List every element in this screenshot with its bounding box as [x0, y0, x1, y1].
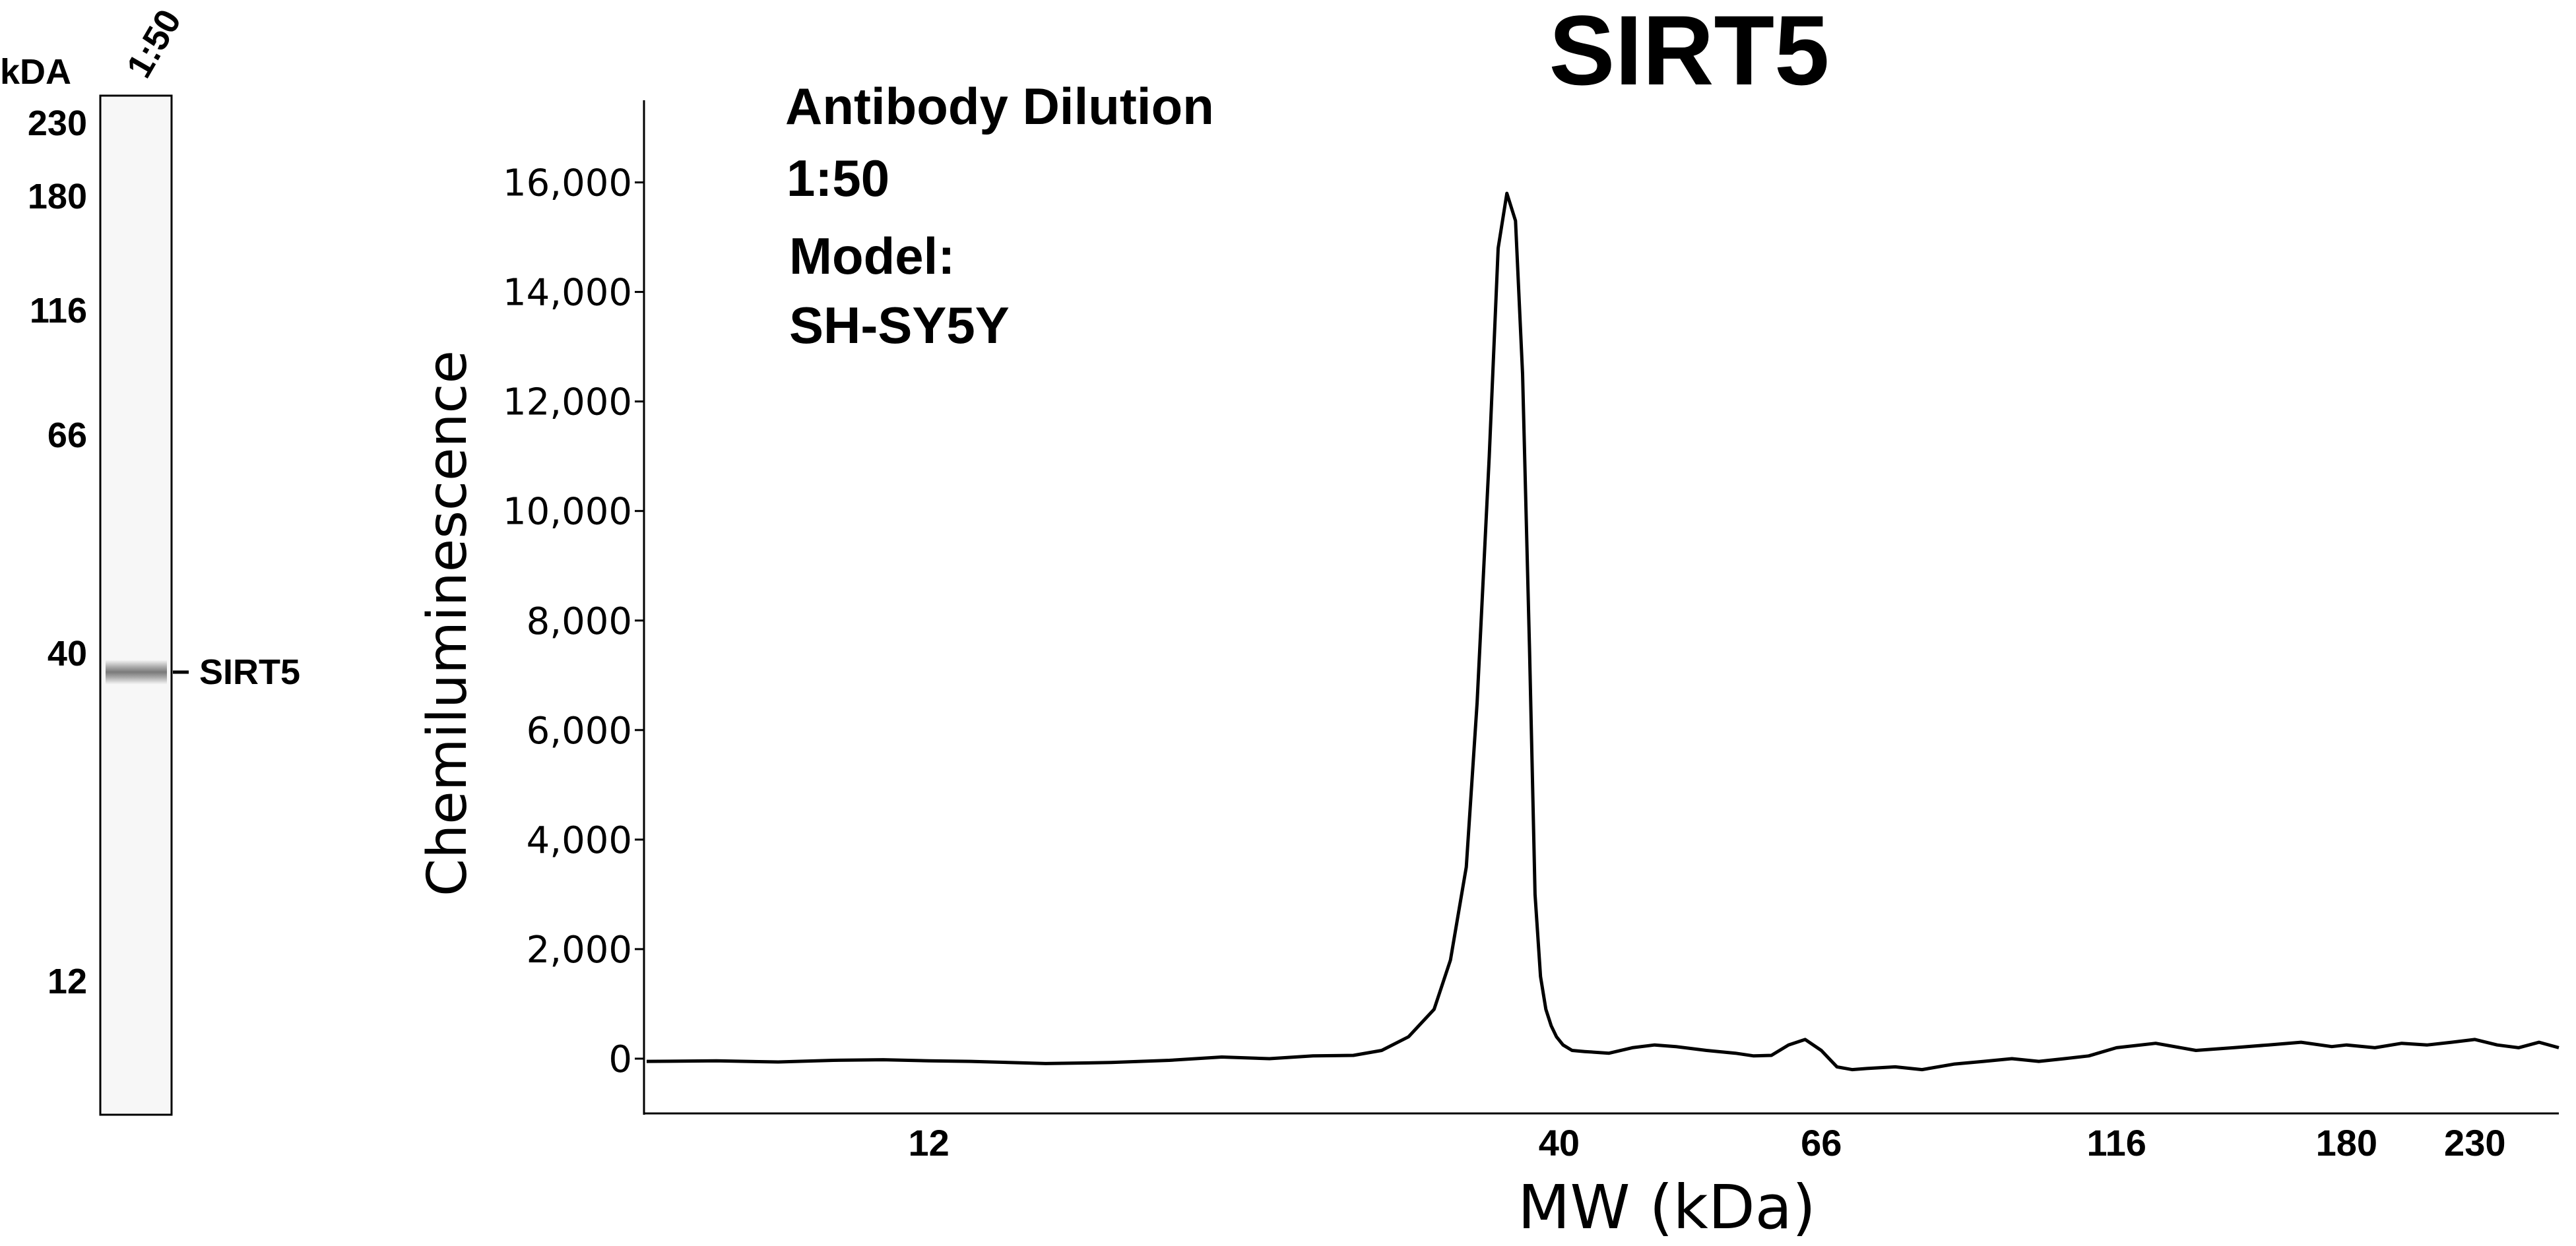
- x-tick-label: 66: [1801, 1122, 1842, 1164]
- y-tick-label: 6,000: [527, 710, 632, 753]
- x-tick-label: 230: [2444, 1122, 2505, 1164]
- series-trace: [646, 191, 2560, 1072]
- annotation-line4: SH-SY5Y: [789, 296, 1010, 354]
- y-tick-label: 4,000: [527, 819, 632, 862]
- mw-marker-label: 180: [28, 177, 87, 216]
- y-tick-label: 10,000: [503, 491, 632, 534]
- mw-marker-label: 230: [28, 104, 87, 143]
- gel-lane-label: 1:50: [119, 3, 189, 84]
- x-axis-label: MW (kDa): [1518, 1172, 1816, 1243]
- y-ticks: 0 2,000 4,000 6,000 8,000 10,000 12,000 14,000 1…: [503, 162, 644, 1081]
- gel-band: [106, 660, 167, 685]
- band-label: SIRT5: [199, 652, 300, 692]
- y-axis-label: Chemiluminescence: [416, 350, 479, 896]
- gel-unit-label: kDA: [0, 52, 71, 92]
- gel-panel: kDA 1:50 230 180 116 66 40 12 SIRT5: [0, 3, 300, 1116]
- mw-marker-label: 12: [48, 962, 87, 1001]
- plot-panel: SIRT5 Antibody Dilution 1:50 Model: SH-S…: [416, 0, 2560, 1243]
- y-tick-label: 0: [608, 1038, 632, 1081]
- y-tick-label: 14,000: [503, 272, 632, 315]
- mw-marker-label: 40: [48, 634, 87, 673]
- annotation-line1: Antibody Dilution: [785, 77, 1214, 135]
- y-tick-label: 16,000: [503, 162, 632, 205]
- x-tick-label: 12: [909, 1122, 950, 1164]
- y-tick-label: 12,000: [503, 381, 632, 424]
- annotation-line2: 1:50: [787, 149, 889, 207]
- x-ticks: 12 40 66 116 180 230: [909, 1122, 2506, 1164]
- annotation-line3: Model:: [789, 227, 955, 285]
- mw-marker-label: 66: [48, 416, 87, 455]
- x-tick-label: 40: [1539, 1122, 1580, 1164]
- gel-lane: [99, 94, 173, 1116]
- y-tick-label: 2,000: [527, 929, 632, 972]
- x-tick-label: 116: [2087, 1122, 2146, 1164]
- mw-marker-label: 116: [30, 291, 87, 330]
- y-tick-label: 8,000: [527, 600, 632, 643]
- x-tick-label: 180: [2316, 1122, 2377, 1164]
- chart-title: SIRT5: [1549, 0, 1829, 106]
